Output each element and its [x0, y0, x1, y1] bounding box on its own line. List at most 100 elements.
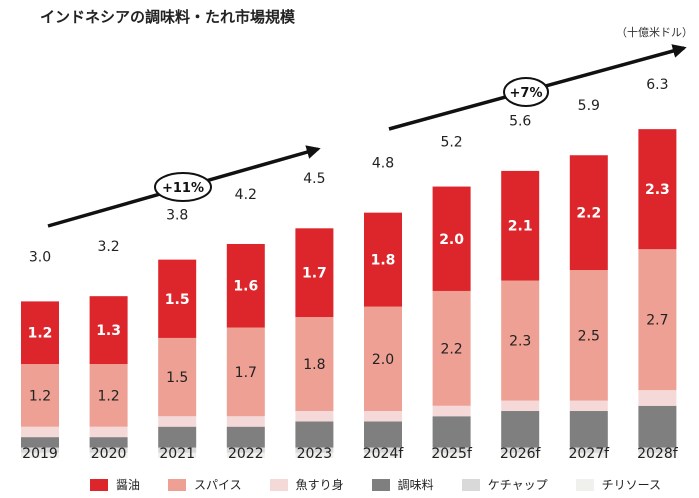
total-label: 6.3: [646, 77, 668, 93]
legend-label: スパイス: [194, 478, 242, 492]
total-label: 4.8: [372, 155, 394, 171]
growth-rate-label: +7%: [510, 86, 543, 101]
total-label: 4.5: [303, 171, 325, 187]
bar-segment: [432, 405, 471, 417]
bar-segment: [21, 447, 59, 453]
bar-segment: [295, 411, 334, 422]
bar-segment: [638, 405, 677, 448]
x-tick-label: 2021: [159, 446, 195, 462]
total-label: 3.8: [166, 208, 188, 224]
bar-segment: [364, 452, 402, 458]
chart-title: インドネシアの調味料・たれ市場規模: [40, 8, 296, 26]
data-label: 1.3: [96, 323, 121, 339]
bar-segment: [226, 452, 265, 458]
bar-segment: [364, 212, 402, 307]
bar-segment: [638, 390, 677, 406]
legend-swatch: [371, 478, 390, 491]
bar-segment: [432, 290, 471, 406]
bar-segment: [158, 447, 197, 453]
bar-segment: [89, 437, 128, 448]
bar-segment: [295, 421, 334, 448]
legend-label: ケチャップ: [487, 478, 548, 492]
data-label: 1.8: [303, 357, 325, 373]
data-label: 2.3: [645, 182, 670, 198]
bar-segment: [501, 452, 540, 458]
bar-segment: [638, 452, 677, 458]
bar-segment: [432, 416, 471, 448]
bar-segment: [569, 400, 608, 412]
bar-segment: [226, 243, 265, 328]
data-label: 2.7: [646, 313, 668, 329]
data-label: 1.2: [97, 388, 119, 404]
bar-segment: [569, 270, 608, 401]
data-label: 2.5: [578, 328, 600, 344]
data-label: 1.6: [233, 279, 258, 295]
bar-segment: [295, 452, 334, 458]
legend-swatch: [269, 478, 288, 491]
x-tick-label: 2027f: [569, 446, 611, 462]
legend-swatch: [461, 478, 480, 491]
bar-segment: [501, 447, 540, 453]
bar-segment: [21, 452, 59, 458]
bar-segment: [89, 447, 128, 453]
legend-label: 醤油: [116, 478, 141, 492]
bar-segment: [569, 447, 608, 453]
x-tick-label: 2025f: [431, 446, 473, 462]
growth-rate-badge: [154, 172, 212, 202]
x-tick-label: 2024f: [363, 446, 405, 462]
data-label: 2.1: [508, 219, 533, 235]
bar-segment: [638, 249, 677, 391]
legend-swatch: [90, 478, 108, 491]
bar-segment: [226, 416, 265, 427]
bar-segment: [226, 447, 265, 453]
bar-segment: [432, 452, 471, 458]
bar-segment: [432, 186, 471, 291]
bar-segment: [432, 447, 471, 453]
bar-segment: [21, 364, 59, 427]
bar-segment: [158, 259, 197, 338]
total-label: 4.2: [235, 187, 257, 203]
legend-label: 魚すり身: [295, 478, 344, 492]
bar-segment: [295, 447, 334, 453]
data-label: 1.2: [29, 388, 51, 404]
bar-segment: [226, 327, 265, 417]
total-label: 3.2: [97, 239, 119, 255]
growth-rate-badge: [503, 77, 549, 107]
bar-segment: [158, 452, 197, 458]
bar-segment: [364, 411, 402, 422]
x-tick-label: 2023: [297, 446, 333, 462]
bar-segment: [89, 426, 128, 438]
bar-segment: [89, 364, 128, 427]
bar-segment: [158, 337, 197, 417]
growth-rate-label: +11%: [162, 181, 204, 196]
data-label: 1.2: [28, 326, 53, 342]
legend-item: 調味料: [371, 476, 434, 493]
legend-item: チリソース: [575, 476, 661, 493]
data-label: 2.2: [576, 206, 601, 222]
bar-segment: [569, 452, 608, 458]
bar-segment: [158, 416, 197, 427]
data-label: 1.7: [302, 266, 327, 282]
data-label: 1.5: [165, 292, 190, 308]
data-label: 1.5: [166, 370, 188, 386]
bar-segment: [21, 426, 59, 438]
bar-segment: [364, 306, 402, 412]
legend-item: 魚すり身: [269, 476, 344, 493]
x-tick-label: 2019: [22, 446, 58, 462]
bar-segment: [569, 411, 608, 448]
bar-segment: [21, 301, 59, 365]
unit-label: （十億米ドル）: [616, 26, 693, 39]
bar-segment: [501, 411, 540, 448]
data-label: 2.0: [372, 352, 394, 368]
total-label: 3.0: [29, 249, 51, 265]
x-tick-label: 2028f: [637, 446, 679, 462]
legend-swatch: [168, 478, 187, 491]
bar-segment: [89, 452, 128, 458]
legend-item: 醤油: [90, 476, 140, 493]
bar-segment: [638, 447, 677, 453]
x-tick-label: 2020: [91, 446, 127, 462]
bar-segment: [364, 447, 402, 453]
legend-label: チリソース: [601, 478, 661, 492]
bar-segment: [501, 170, 540, 281]
data-label: 2.3: [509, 334, 531, 350]
